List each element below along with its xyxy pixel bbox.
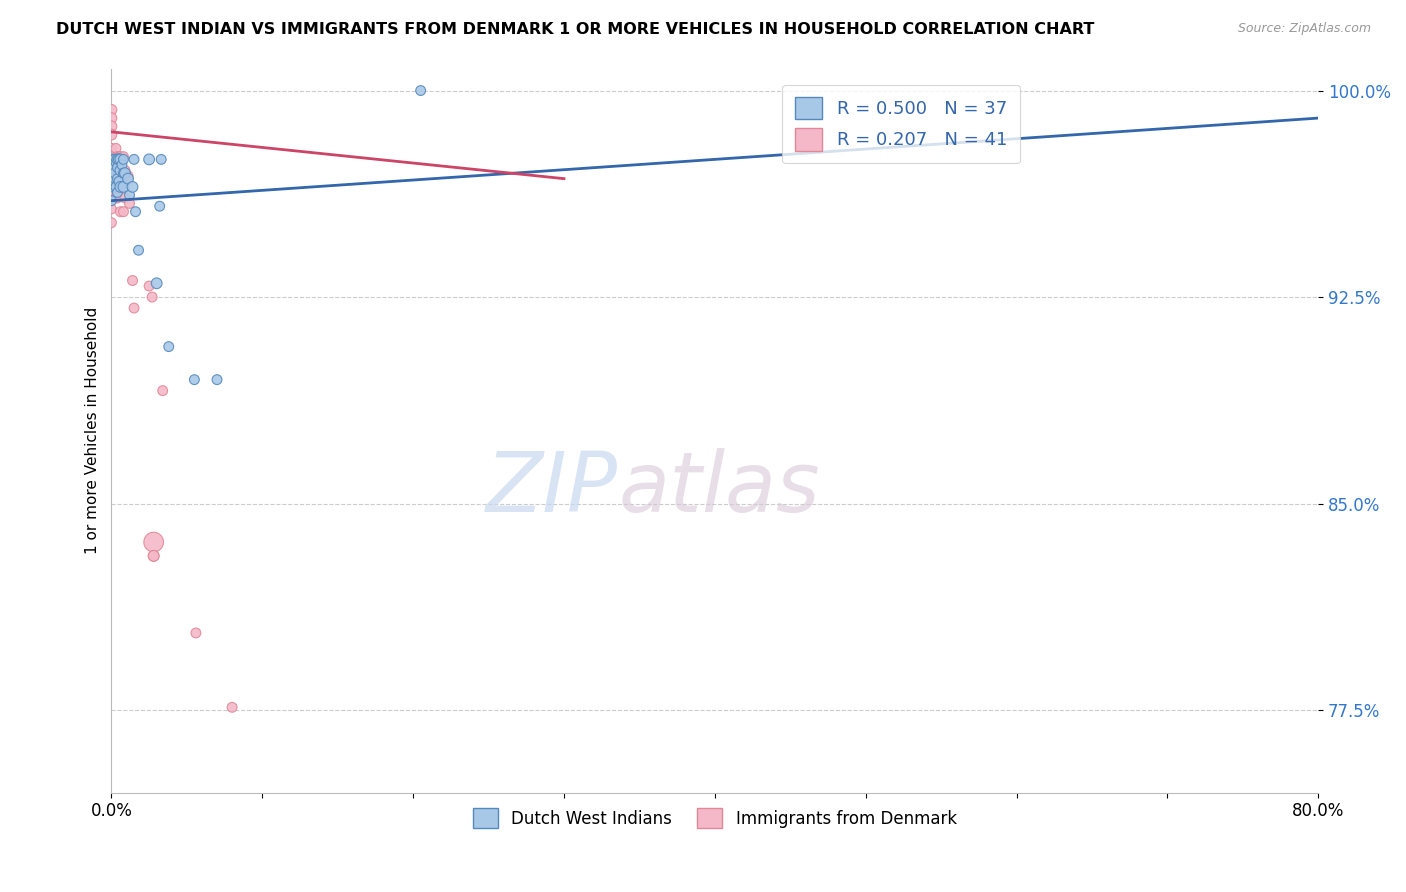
- Point: [152, 384, 174, 398]
- Point: [107, 186, 129, 200]
- Point: [107, 161, 129, 175]
- Point: [114, 191, 136, 205]
- Text: Source: ZipAtlas.com: Source: ZipAtlas.com: [1237, 22, 1371, 36]
- Point: [103, 169, 125, 183]
- Point: [100, 174, 122, 188]
- Point: [104, 155, 127, 169]
- Point: [205, 373, 228, 387]
- Point: [112, 150, 135, 164]
- Point: [124, 204, 146, 219]
- Point: [110, 180, 132, 194]
- Point: [100, 216, 122, 230]
- Point: [122, 301, 145, 315]
- Point: [138, 153, 160, 167]
- Text: atlas: atlas: [619, 448, 820, 529]
- Point: [184, 626, 207, 640]
- Point: [145, 277, 167, 291]
- Point: [128, 244, 150, 258]
- Point: [121, 180, 143, 194]
- Point: [149, 199, 172, 213]
- Point: [110, 153, 132, 167]
- Point: [114, 166, 136, 180]
- Point: [107, 171, 129, 186]
- Point: [114, 163, 136, 178]
- Point: [100, 194, 122, 208]
- Point: [150, 153, 173, 167]
- Point: [183, 373, 205, 387]
- Point: [108, 177, 131, 191]
- Point: [107, 150, 129, 164]
- Point: [110, 204, 132, 219]
- Point: [142, 535, 165, 549]
- Text: ZIP: ZIP: [486, 448, 619, 529]
- Point: [112, 180, 135, 194]
- Point: [157, 340, 180, 354]
- Point: [111, 158, 134, 172]
- Point: [100, 188, 122, 202]
- Point: [100, 141, 122, 155]
- Point: [118, 196, 141, 211]
- Point: [104, 191, 127, 205]
- Point: [118, 188, 141, 202]
- Point: [107, 153, 129, 167]
- Point: [107, 191, 129, 205]
- Legend: Dutch West Indians, Immigrants from Denmark: Dutch West Indians, Immigrants from Denm…: [467, 801, 963, 835]
- Point: [100, 150, 122, 164]
- Point: [100, 161, 122, 175]
- Point: [142, 549, 165, 563]
- Text: DUTCH WEST INDIAN VS IMMIGRANTS FROM DENMARK 1 OR MORE VEHICLES IN HOUSEHOLD COR: DUTCH WEST INDIAN VS IMMIGRANTS FROM DEN…: [56, 22, 1095, 37]
- Point: [104, 141, 127, 155]
- Y-axis label: 1 or more Vehicles in Household: 1 or more Vehicles in Household: [86, 307, 100, 554]
- Point: [103, 150, 125, 164]
- Point: [112, 153, 135, 167]
- Point: [103, 166, 125, 180]
- Point: [110, 150, 132, 164]
- Point: [108, 150, 131, 164]
- Point: [112, 177, 135, 191]
- Point: [409, 84, 432, 98]
- Point: [122, 153, 145, 167]
- Point: [100, 111, 122, 125]
- Point: [100, 120, 122, 134]
- Point: [221, 700, 243, 714]
- Point: [108, 174, 131, 188]
- Point: [142, 549, 165, 563]
- Point: [112, 166, 135, 180]
- Point: [108, 153, 131, 167]
- Point: [138, 279, 160, 293]
- Point: [110, 169, 132, 183]
- Point: [111, 163, 134, 178]
- Point: [110, 163, 132, 178]
- Point: [100, 161, 122, 175]
- Point: [104, 180, 127, 194]
- Point: [121, 273, 143, 287]
- Point: [100, 103, 122, 117]
- Point: [141, 290, 163, 304]
- Point: [107, 169, 129, 183]
- Point: [100, 153, 122, 167]
- Point: [100, 202, 122, 216]
- Point: [117, 169, 139, 183]
- Point: [117, 171, 139, 186]
- Point: [112, 204, 135, 219]
- Point: [103, 153, 125, 167]
- Point: [100, 128, 122, 142]
- Point: [100, 171, 122, 186]
- Point: [100, 180, 122, 194]
